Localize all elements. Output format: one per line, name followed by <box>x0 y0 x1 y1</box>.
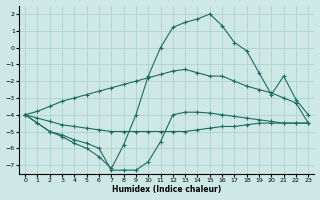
X-axis label: Humidex (Indice chaleur): Humidex (Indice chaleur) <box>112 185 221 194</box>
